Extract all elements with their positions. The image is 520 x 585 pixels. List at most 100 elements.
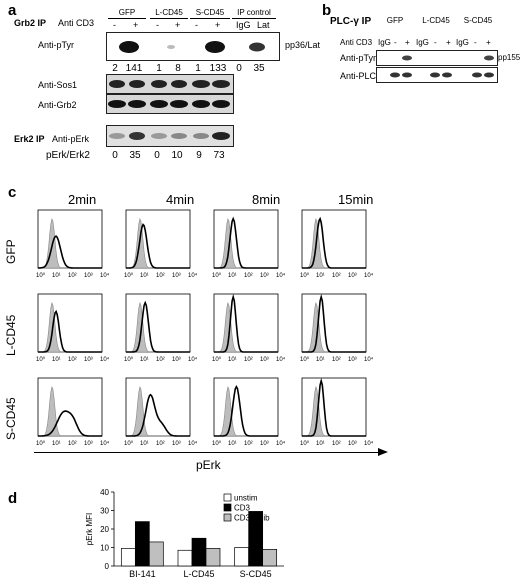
legend-swatch	[223, 503, 232, 512]
x-tick-label: 10²	[156, 441, 165, 447]
x-tick-label: 10¹	[228, 273, 237, 279]
x-tick-label: 10¹	[316, 441, 325, 447]
bar-unstim	[177, 549, 193, 567]
sign-1: -	[113, 20, 116, 30]
stimulated-histogram	[126, 393, 190, 437]
perk-value-1: 0	[112, 150, 118, 161]
erk2-ip-label: Erk2 IP	[14, 134, 45, 144]
flow-histogram: 10⁰ 10¹ 10² 10³ 10⁴	[36, 293, 110, 363]
y-axis-label: pErk MFI	[85, 513, 94, 545]
y-tick-label: 20	[100, 525, 109, 534]
x-tick-label: 10⁰	[300, 440, 310, 447]
bar-cd3-inhib	[262, 548, 278, 567]
group-gfp-b: GFP	[386, 16, 404, 25]
blot-sos1-bands	[109, 80, 230, 88]
blot-perk-bands	[109, 132, 230, 140]
x-tick-label: 10²	[244, 441, 253, 447]
sign-b-9: +	[486, 38, 491, 47]
legend-swatch	[223, 513, 232, 522]
sign-6: +	[215, 20, 221, 30]
x-tick-label: 10²	[332, 441, 341, 447]
sign-8: Lat	[257, 20, 270, 30]
time-header-4min: 4min	[166, 192, 195, 207]
perk-value-6: 73	[213, 150, 225, 161]
sign-b-4: IgG	[416, 38, 429, 47]
ptyr-value-3: 1	[156, 63, 162, 74]
perk-value-3: 0	[154, 150, 160, 161]
blot-perk	[106, 125, 234, 147]
ptyr-value-8: 35	[253, 63, 265, 74]
row-anti-ptyr-b: Anti-pTyr	[340, 53, 377, 63]
perk-value-5: 9	[196, 150, 202, 161]
x-tick-label: 10³	[84, 273, 93, 279]
ptyr-value-7: 0	[236, 63, 242, 74]
row-anti-ptyr-a: Anti-pTyr	[38, 40, 75, 50]
stimulated-histogram	[214, 293, 278, 353]
x-category-label: S-CD45	[240, 569, 272, 579]
x-tick-label: 10¹	[316, 273, 325, 279]
x-tick-label: 10³	[348, 357, 357, 363]
group-ipcontrol-a-line	[232, 18, 276, 19]
x-tick-label: 10⁴	[364, 440, 374, 447]
x-tick-label: 10²	[68, 441, 77, 447]
x-tick-label: 10⁴	[188, 440, 198, 447]
x-tick-label: 10³	[348, 441, 357, 447]
x-tick-label: 10⁰	[212, 440, 222, 447]
x-tick-label: 10¹	[52, 273, 61, 279]
x-tick-label: 10⁰	[300, 356, 310, 363]
x-tick-label: 10³	[260, 441, 269, 447]
ptyr-value-4: 8	[175, 63, 181, 74]
blot-grb2-bands	[108, 100, 230, 108]
bar-unstim	[234, 547, 250, 567]
perk-axis-label: pErk	[196, 458, 221, 472]
group-lcd45-a: L-CD45	[155, 8, 183, 17]
x-tick-label: 10⁴	[276, 356, 286, 363]
flow-histogram: 10⁰ 10¹ 10² 10³ 10⁴	[300, 377, 374, 447]
blot-ptyr-b-bands	[402, 55, 494, 61]
x-tick-label: 10⁰	[124, 440, 134, 447]
pp36-lat-label: pp36/Lat	[285, 40, 321, 50]
anti-cd3-label-a: Anti CD3	[58, 18, 95, 28]
perk-erk2-label: pErk/Erk2	[46, 150, 90, 161]
x-tick-label: 10³	[84, 441, 93, 447]
row-anti-grb2: Anti-Grb2	[38, 100, 77, 110]
x-tick-label: 10¹	[228, 357, 237, 363]
stimulated-histogram	[302, 293, 366, 353]
x-tick-label: 10¹	[316, 357, 325, 363]
x-tick-label: 10⁴	[100, 440, 110, 447]
y-tick-label: 10	[100, 544, 109, 553]
blot-grb2	[106, 94, 234, 114]
group-scd45-a: S-CD45	[195, 8, 225, 17]
perk-axis-arrow-line	[34, 452, 380, 453]
panel-a-label: a	[8, 2, 17, 19]
x-tick-label: 10⁰	[36, 440, 46, 447]
x-tick-label: 10⁴	[100, 356, 110, 363]
group-gfp-a: GFP	[118, 8, 136, 17]
stimulated-histogram	[38, 410, 102, 437]
flow-histogram: 10⁰ 10¹ 10² 10³ 10⁴	[36, 377, 110, 447]
y-tick-label: 40	[100, 488, 109, 497]
stimulated-histogram	[38, 309, 102, 353]
row-anti-perk: Anti-pErk	[52, 134, 90, 144]
panel-d-label: d	[8, 490, 18, 507]
x-tick-label: 10³	[84, 357, 93, 363]
flow-histogram: 10⁰ 10¹ 10² 10³ 10⁴	[300, 209, 374, 279]
x-category-label: BI-141	[129, 569, 156, 579]
legend-label: CD3	[234, 504, 251, 513]
ptyr-value-6: 133	[209, 63, 227, 74]
x-tick-label: 10¹	[52, 441, 61, 447]
x-tick-label: 10¹	[140, 357, 149, 363]
x-tick-label: 10⁴	[100, 272, 110, 279]
x-tick-label: 10²	[156, 273, 165, 279]
x-tick-label: 10⁴	[364, 272, 374, 279]
flow-histogram: 10⁰ 10¹ 10² 10³ 10⁴	[212, 377, 286, 447]
group-scd45-a-line	[190, 18, 230, 19]
ptyr-value-1: 2	[112, 63, 118, 74]
group-gfp-a-line	[108, 18, 146, 19]
x-tick-label: 10¹	[140, 273, 149, 279]
perk-value-4: 10	[171, 150, 183, 161]
perk-axis-arrowhead-icon	[378, 448, 388, 456]
x-tick-label: 10²	[244, 273, 253, 279]
x-tick-label: 10³	[260, 357, 269, 363]
sign-b-3: +	[405, 38, 410, 47]
